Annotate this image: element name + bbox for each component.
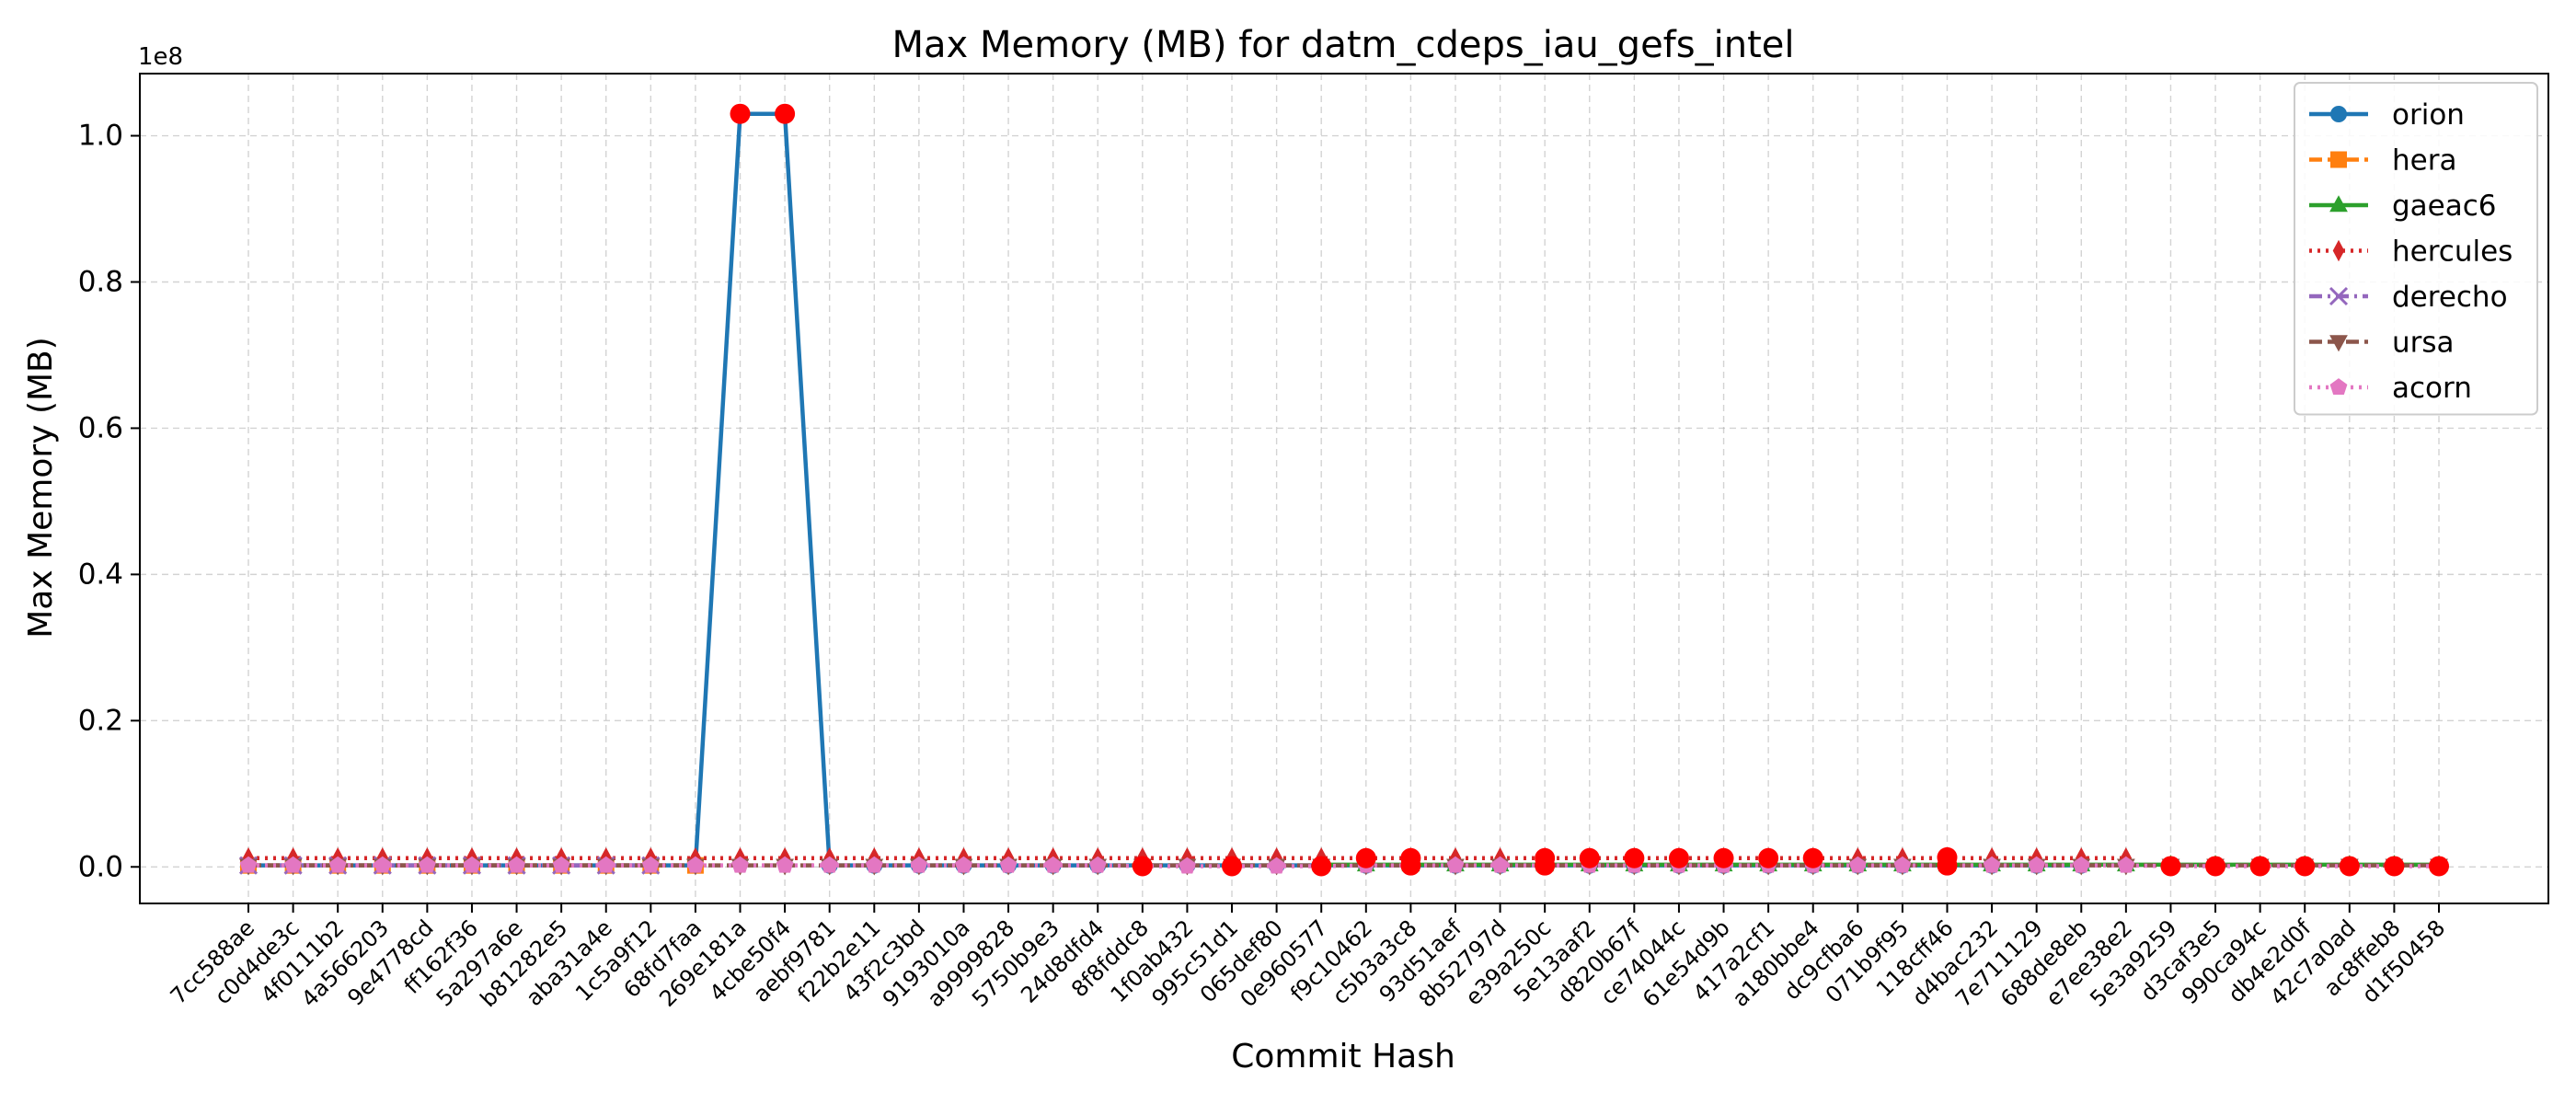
data-point-acorn (821, 856, 839, 873)
legend-marker-orion (2330, 106, 2347, 122)
highlight-point (1132, 856, 1153, 877)
y-tick-label: 0.0 (78, 850, 123, 883)
data-point-acorn (1446, 856, 1465, 873)
data-point-acorn (2028, 856, 2046, 873)
highlight-point (1355, 847, 1376, 868)
highlight-point (2294, 856, 2316, 877)
highlight-point (1535, 847, 1556, 868)
data-point-acorn (552, 856, 570, 873)
legend-box (2294, 82, 2538, 416)
chart-title: Max Memory (MB) for datm_cdeps_iau_gefs_… (892, 24, 1795, 66)
data-point-acorn (1491, 856, 1509, 873)
y-tick-label: 0.2 (78, 704, 123, 737)
legend-label-gaeac6: gaeac6 (2392, 190, 2497, 223)
highlight-point (1758, 847, 1779, 868)
data-point-acorn (328, 856, 347, 873)
x-axis-label: Commit Hash (1231, 1038, 1455, 1075)
data-point-acorn (463, 856, 481, 873)
legend-item-gaeac6: gaeac6 (2309, 190, 2497, 223)
legend-label-ursa: ursa (2392, 327, 2455, 360)
y-tick-label: 0.8 (78, 265, 123, 298)
legend-item-acorn: acorn (2309, 372, 2472, 405)
data-point-acorn (2117, 856, 2135, 873)
legend-label-derecho: derecho (2392, 281, 2508, 314)
data-point-acorn (418, 856, 436, 873)
legend-marker-acorn (2329, 378, 2348, 396)
legend-item-ursa: ursa (2309, 327, 2455, 360)
highlight-point (1624, 847, 1645, 868)
data-point-acorn (239, 856, 258, 873)
data-point-acorn (910, 856, 928, 873)
y-tick-label: 0.4 (78, 558, 123, 591)
data-point-acorn (508, 856, 525, 873)
data-point-acorn (1179, 857, 1196, 874)
data-point-acorn (2072, 856, 2090, 873)
legend-label-orion: orion (2392, 98, 2465, 132)
data-point-acorn (1268, 857, 1286, 874)
data-point-acorn (284, 856, 303, 873)
data-point-acorn (686, 856, 705, 873)
highlight-point (2429, 856, 2449, 877)
highlight-point (2384, 856, 2405, 877)
legend-marker-hercules (2332, 239, 2345, 262)
legend-label-acorn: acorn (2392, 372, 2472, 405)
y-axis: 0.0 0.2 0.4 0.6 0.8 1.0 (78, 120, 140, 883)
data-point-acorn (776, 856, 794, 873)
data-point-acorn (597, 856, 615, 873)
data-point-acorn (1983, 856, 2001, 873)
highlight-layer (730, 103, 2449, 877)
highlight-point (1579, 847, 1600, 868)
legend-marker-gaeac6 (2329, 195, 2348, 213)
y-tick-label: 1.0 (78, 120, 123, 153)
data-point-acorn (955, 856, 972, 873)
plot-frame (139, 73, 2549, 904)
highlight-point (2160, 856, 2181, 877)
legend-item-hera: hera (2309, 144, 2456, 178)
y-tick-label: 0.6 (78, 411, 123, 444)
y-scale-label: 1e8 (138, 43, 183, 71)
legend-label-hercules: hercules (2392, 236, 2513, 269)
highlight-point (2339, 856, 2360, 877)
legend-item-orion: orion (2309, 98, 2465, 132)
y-axis-label: Max Memory (MB) (22, 337, 60, 638)
data-point-acorn (999, 856, 1018, 873)
highlight-point (2249, 856, 2271, 877)
highlight-point (1713, 847, 1734, 868)
legend-label-hera: hera (2392, 144, 2456, 178)
highlight-point (1311, 856, 1332, 877)
highlight-point (2205, 856, 2226, 877)
highlight-point (1937, 855, 1958, 876)
data-point-acorn (641, 856, 660, 873)
highlight-point (1668, 847, 1689, 868)
highlight-point (730, 103, 751, 124)
data-point-acorn (1893, 856, 1912, 873)
legend-item-derecho: derecho (2309, 281, 2508, 314)
legend: orion hera gaeac6 hercules derecho ursa acorn (2294, 82, 2538, 416)
data-point-acorn (1088, 856, 1107, 873)
data-point-acorn (1848, 856, 1867, 873)
highlight-point (1400, 847, 1421, 868)
data-point-acorn (731, 856, 749, 873)
data-point-acorn (865, 856, 883, 873)
highlight-point (1222, 856, 1243, 877)
data-point-acorn (374, 856, 392, 873)
legend-item-hercules: hercules (2309, 236, 2513, 269)
legend-marker-hera (2330, 151, 2347, 168)
legend-marker-derecho (2329, 286, 2349, 306)
data-point-acorn (1044, 856, 1063, 873)
highlight-point (1802, 847, 1823, 868)
legend-marker-ursa (2329, 335, 2348, 352)
highlight-point (775, 103, 796, 124)
